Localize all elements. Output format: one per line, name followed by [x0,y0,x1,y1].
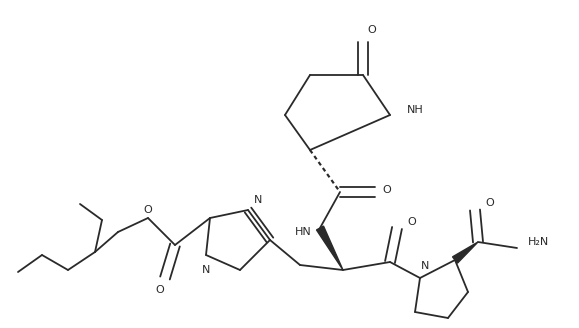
Text: O: O [383,185,391,195]
Text: O: O [408,217,416,227]
Text: H₂N: H₂N [528,237,549,247]
Text: O: O [144,205,152,215]
Text: NH: NH [407,105,424,115]
Text: O: O [156,285,164,295]
Text: N: N [254,195,262,205]
Text: O: O [368,25,376,35]
Polygon shape [453,242,478,263]
Polygon shape [317,226,343,270]
Text: N: N [421,261,429,271]
Text: N: N [202,265,210,275]
Text: O: O [486,198,494,208]
Text: HN: HN [295,227,312,237]
